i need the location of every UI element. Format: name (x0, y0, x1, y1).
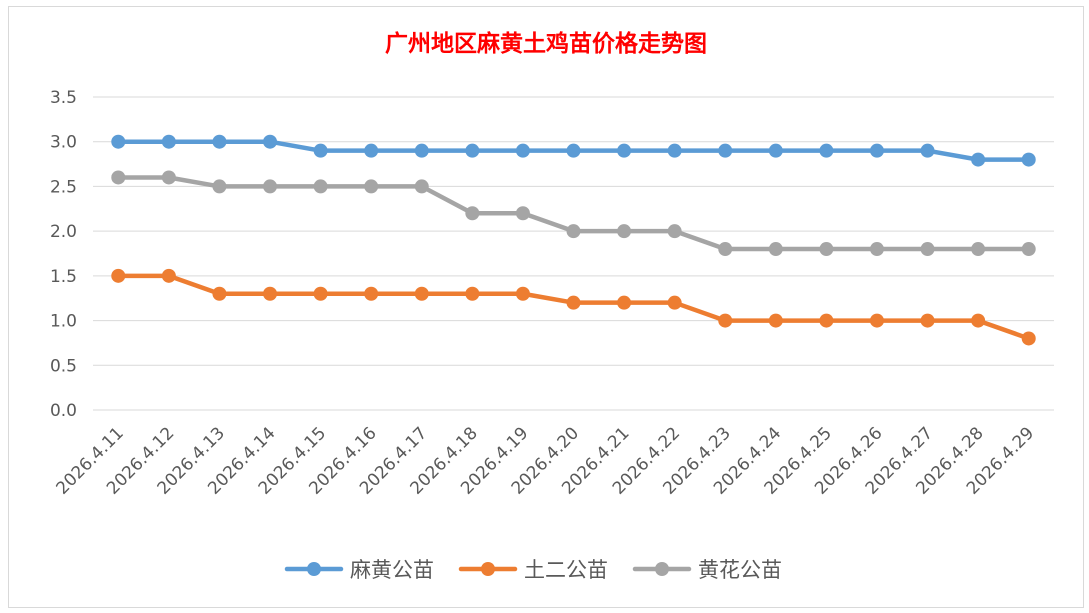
data-point (1021, 242, 1036, 257)
data-point (718, 143, 733, 158)
y-tick-label: 0.0 (50, 401, 77, 421)
y-tick-label: 1.5 (50, 267, 77, 287)
data-point (212, 179, 227, 194)
data-point (920, 143, 935, 158)
data-point (667, 143, 682, 158)
data-point (111, 170, 126, 185)
data-point (161, 268, 176, 283)
y-tick-label: 1.0 (50, 312, 77, 332)
data-point (869, 143, 884, 158)
series-lines (111, 134, 1036, 346)
legend: 麻黄公苗 土二公苗 黄花公苗 (284, 558, 782, 582)
legend-label: 麻黄公苗 (350, 558, 434, 582)
chart-frame: 广州地区麻黄土鸡苗价格走势图 0.0 0.5 1.0 1.5 2.0 2.5 3.0 3.5 … (8, 6, 1084, 608)
y-tick-label: 3.0 (50, 133, 77, 153)
legend-marker (655, 562, 669, 576)
data-point (465, 143, 480, 158)
data-point (364, 143, 379, 158)
data-point (212, 286, 227, 301)
data-point (718, 313, 733, 328)
data-point (161, 170, 176, 185)
data-point (364, 286, 379, 301)
data-point (313, 143, 328, 158)
data-point (263, 286, 278, 301)
data-point (819, 242, 834, 257)
data-point (515, 143, 530, 158)
data-point (465, 206, 480, 221)
data-point (414, 286, 429, 301)
data-point (111, 268, 126, 283)
legend-item: 土二公苗 (458, 558, 608, 582)
data-point (111, 134, 126, 149)
data-point (515, 206, 530, 221)
legend-marker (307, 562, 321, 576)
line-chart: 广州地区麻黄土鸡苗价格走势图 0.00.51.01.52.02.53.03.5 … (50, 30, 1054, 582)
data-point (465, 286, 480, 301)
series-line (116, 175, 1031, 252)
legend-label: 土二公苗 (524, 558, 608, 582)
data-point (869, 242, 884, 257)
x-axis-ticks: 2026.4.112026.4.122026.4.132026.4.142026… (52, 423, 1038, 498)
legend-item: 黄花公苗 (632, 558, 782, 582)
legend-label: 黄花公苗 (698, 558, 782, 582)
legend-item: 麻黄公苗 (284, 558, 434, 582)
data-point (617, 295, 632, 310)
data-point (161, 134, 176, 149)
data-point (768, 242, 783, 257)
series-3 (111, 170, 1036, 257)
legend-marker (481, 562, 495, 576)
data-point (971, 313, 986, 328)
y-axis-ticks: 0.0 0.5 1.0 1.5 2.0 2.5 3.0 3.5 (50, 88, 77, 421)
data-point (819, 143, 834, 158)
data-point (718, 242, 733, 257)
data-point (920, 242, 935, 257)
data-point (313, 179, 328, 194)
data-point (515, 286, 530, 301)
data-point (667, 224, 682, 239)
y-tick-label: 0.5 (50, 356, 77, 376)
data-point (364, 179, 379, 194)
data-point (566, 295, 581, 310)
data-point (920, 313, 935, 328)
data-point (414, 179, 429, 194)
chart-title: 广州地区麻黄土鸡苗价格走势图 (385, 30, 707, 57)
data-point (566, 224, 581, 239)
data-point (768, 313, 783, 328)
data-point (971, 152, 986, 167)
data-point (971, 242, 986, 257)
data-point (313, 286, 328, 301)
data-point (263, 179, 278, 194)
y-tick-label: 2.0 (50, 222, 77, 242)
data-point (566, 143, 581, 158)
data-point (1021, 331, 1036, 346)
data-point (667, 295, 682, 310)
data-point (617, 143, 632, 158)
y-tick-label: 2.5 (50, 177, 77, 197)
data-point (263, 134, 278, 149)
y-tick-label: 3.5 (50, 88, 77, 108)
data-point (768, 143, 783, 158)
data-point (617, 224, 632, 239)
data-point (1021, 152, 1036, 167)
series-2 (111, 268, 1036, 346)
data-point (212, 134, 227, 149)
data-point (819, 313, 834, 328)
data-point (869, 313, 884, 328)
data-point (414, 143, 429, 158)
series-1 (111, 134, 1036, 167)
